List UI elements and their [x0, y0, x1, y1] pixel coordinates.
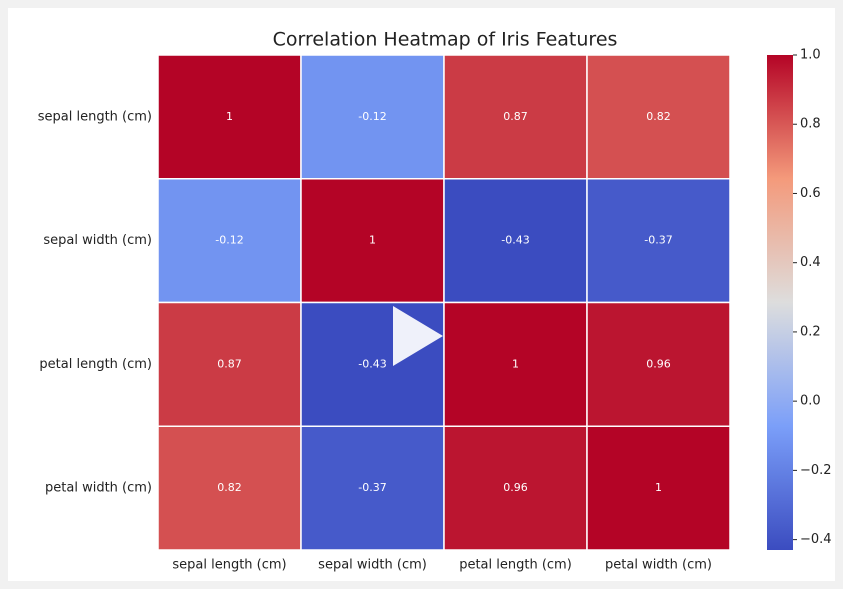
- cell-label: 0.96: [503, 481, 528, 494]
- y-tick-label: petal length (cm): [39, 357, 152, 372]
- heatmap-cell: [586, 301, 731, 427]
- heatmap-cell: [443, 301, 588, 427]
- cell-label: -0.37: [644, 234, 672, 247]
- colorbar-tick-label: −0.4: [800, 532, 832, 547]
- colorbar-tick-label: 0.6: [800, 186, 821, 201]
- heatmap-cell: [586, 425, 731, 551]
- x-tick-label: petal width (cm): [605, 558, 712, 573]
- colorbar-tick-label: 0.8: [800, 117, 821, 132]
- cell-label: 0.82: [646, 110, 671, 123]
- colorbar-tick-label: 0.4: [800, 255, 821, 270]
- heatmap-cell: [586, 54, 731, 180]
- cell-label: 1: [226, 110, 233, 123]
- colorbar: [767, 55, 793, 550]
- heatmap-cell: [300, 178, 445, 304]
- heatmap-cell: [300, 425, 445, 551]
- cell-label: 1: [512, 357, 519, 370]
- y-tick-label: sepal length (cm): [38, 109, 152, 124]
- x-tick-label: petal length (cm): [459, 558, 572, 573]
- colorbar-tick-label: 0.2: [800, 324, 821, 339]
- cell-label: 0.96: [646, 357, 671, 370]
- colorbar-tick-label: 1.0: [800, 48, 821, 63]
- heatmap-cell: [157, 301, 302, 427]
- play-icon[interactable]: [393, 306, 443, 366]
- marks: 1 -0.12 0.87 0.82 -0.12 1 -0.43 -0.37 0.87 -0.43 1…: [38, 48, 832, 573]
- cell-label: -0.43: [501, 234, 529, 247]
- play-button[interactable]: [393, 306, 443, 366]
- heatmap-cell: [157, 54, 302, 180]
- heatmap-cell: [443, 425, 588, 551]
- cell-label: 1: [655, 481, 662, 494]
- cell-label: 0.82: [217, 481, 242, 494]
- heatmap-cell: [157, 178, 302, 304]
- cell-label: -0.43: [358, 357, 386, 370]
- cell-label: 0.87: [503, 110, 528, 123]
- colorbar-tick-label: 0.0: [800, 394, 821, 409]
- chart-title: Correlation Heatmap of Iris Features: [273, 29, 618, 51]
- cell-label: -0.37: [358, 481, 386, 494]
- heatmap-cell: [586, 178, 731, 304]
- heatmap-cell: [443, 178, 588, 304]
- cell-label: -0.12: [358, 110, 386, 123]
- cell-label: 0.87: [217, 357, 242, 370]
- colorbar-tick-label: −0.2: [800, 463, 832, 478]
- cell-label: -0.12: [215, 234, 243, 247]
- y-tick-label: sepal width (cm): [43, 233, 152, 248]
- x-tick-label: sepal length (cm): [172, 558, 286, 573]
- y-tick-label: petal width (cm): [45, 481, 152, 496]
- heatmap-cell: [443, 54, 588, 180]
- cell-label: 1: [369, 234, 376, 247]
- x-tick-label: sepal width (cm): [318, 558, 427, 573]
